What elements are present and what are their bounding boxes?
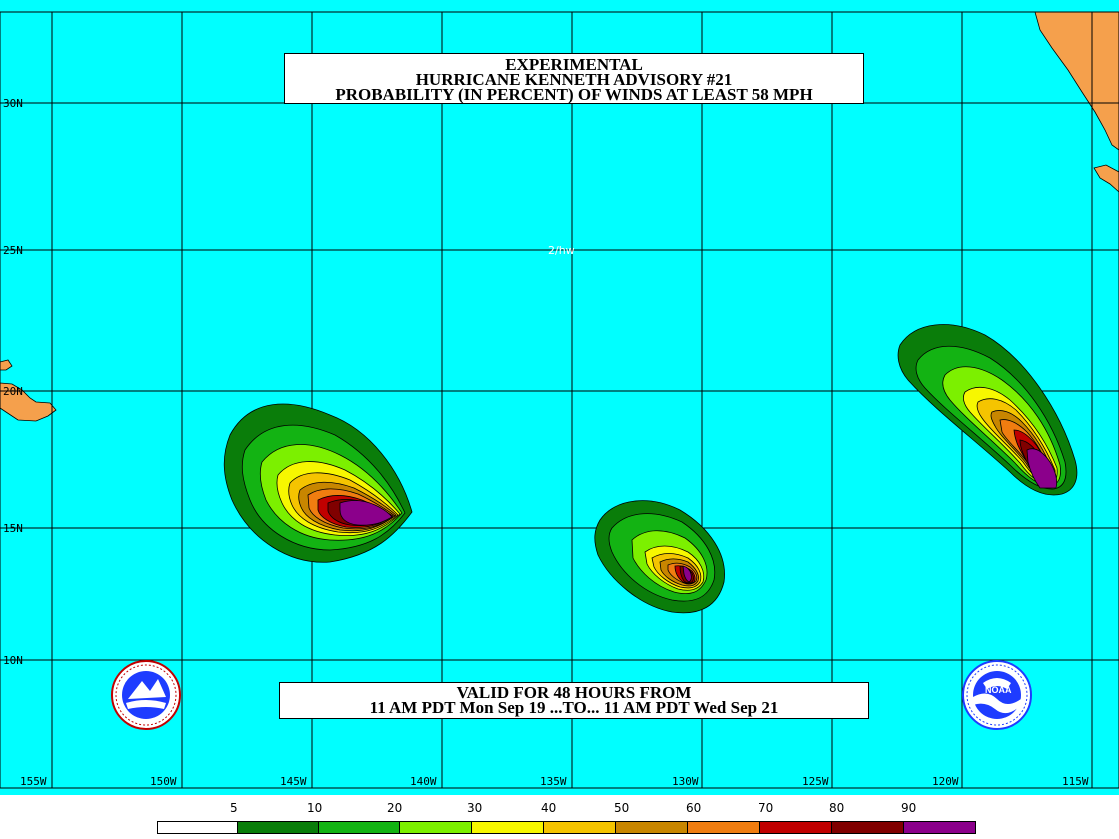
probability-area-west: [223, 403, 413, 563]
legend-swatch: [472, 822, 544, 833]
legend-color-bar: [157, 821, 976, 834]
lat-label-30n: 30N: [3, 97, 23, 110]
lon-label-155w: 155W: [20, 775, 47, 788]
legend-label-80: 80: [829, 801, 845, 815]
lon-label-140w: 140W: [410, 775, 437, 788]
title-line-3: PROBABILITY (IN PERCENT) OF WINDS AT LEA…: [335, 85, 813, 104]
legend-swatch: [319, 822, 400, 833]
legend-label-5: 5: [230, 801, 238, 815]
lat-label-10n: 10N: [3, 654, 23, 667]
baja-tip-land: [1093, 164, 1119, 193]
legend-label-90: 90: [901, 801, 917, 815]
latitude-labels: 30N 25N 20N 15N 10N: [3, 97, 23, 667]
legend-swatch: [904, 822, 975, 833]
title-line-2: HURRICANE KENNETH ADVISORY #21: [415, 70, 733, 89]
map-canvas: 30N 25N 20N 15N 10N 155W 150W 145W 140W …: [0, 0, 1119, 795]
legend-label-70: 70: [758, 801, 774, 815]
legend-swatch: [238, 822, 319, 833]
map-frame: [0, 11, 1119, 789]
title-line-1: EXPERIMENTAL: [505, 55, 643, 74]
lat-lon-grid: [0, 12, 1119, 788]
lat-label-25n: 25N: [3, 244, 23, 257]
mexico-land: [1034, 11, 1119, 151]
legend-swatch: [688, 822, 760, 833]
lat-label-20n: 20N: [3, 385, 23, 398]
legend-label-40: 40: [541, 801, 557, 815]
noaa-logo: NOAA: [962, 660, 1032, 730]
valid-line-1: VALID FOR 48 HOURS FROM: [456, 683, 692, 702]
lon-label-150w: 150W: [150, 775, 177, 788]
lon-label-145w: 145W: [280, 775, 307, 788]
lat-label-15n: 15N: [3, 522, 23, 535]
legend-label-10: 10: [307, 801, 323, 815]
legend-label-20: 20: [387, 801, 403, 815]
title-box: EXPERIMENTAL HURRICANE KENNETH ADVISORY …: [284, 53, 864, 104]
lon-label-125w: 125W: [802, 775, 829, 788]
lon-label-130w: 130W: [672, 775, 699, 788]
lon-label-135w: 135W: [540, 775, 567, 788]
probability-area-east: [897, 324, 1078, 496]
longitude-labels: 155W 150W 145W 140W 135W 130W 125W 120W …: [20, 775, 1089, 788]
legend-label-60: 60: [686, 801, 702, 815]
legend-labels: 5 10 20 30 40 50 60 70 80 90: [0, 801, 1119, 817]
lon-label-120w: 120W: [932, 775, 959, 788]
nws-logo: [111, 660, 181, 730]
legend-swatch: [158, 822, 238, 833]
hawaii-maui: [0, 359, 13, 371]
watermark-text: 2/hw: [548, 244, 575, 257]
hawaii-big-island: [0, 382, 57, 422]
legend-swatch: [760, 822, 832, 833]
legend-swatch: [400, 822, 472, 833]
legend-label-50: 50: [614, 801, 630, 815]
probability-area-center: [594, 500, 725, 614]
svg-text:NOAA: NOAA: [985, 685, 1012, 695]
legend-swatch: [832, 822, 904, 833]
lon-label-115w: 115W: [1062, 775, 1089, 788]
legend-label-30: 30: [467, 801, 483, 815]
valid-line-2: 11 AM PDT Mon Sep 19 ...TO... 11 AM PDT …: [369, 698, 779, 717]
valid-period-box: VALID FOR 48 HOURS FROM 11 AM PDT Mon Se…: [279, 682, 869, 719]
legend-swatch: [616, 822, 688, 833]
legend-swatch: [544, 822, 616, 833]
